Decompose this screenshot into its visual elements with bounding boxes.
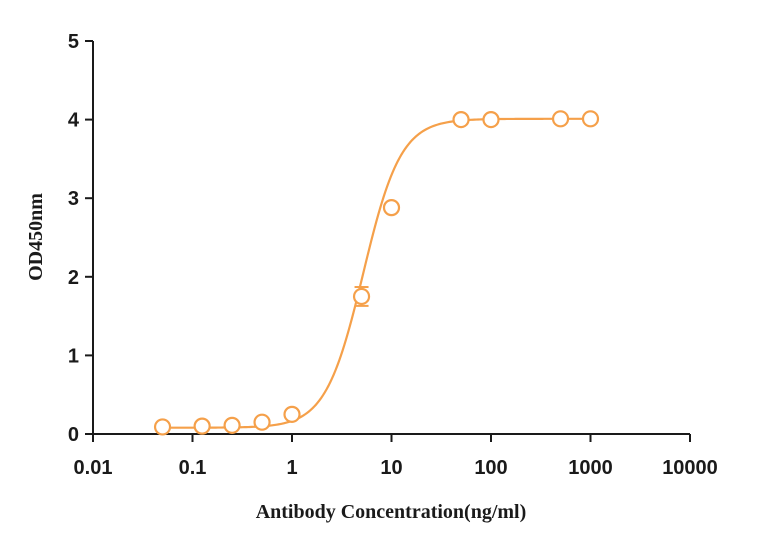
y-tick-label: 4 <box>68 110 80 132</box>
axes: 0 1 2 3 4 5 0.01 0.1 1 10 100 1000 10000 <box>68 31 718 479</box>
data-point <box>581 110 600 128</box>
data-point <box>153 418 172 436</box>
data-point <box>193 417 211 435</box>
x-tick-label: 100 <box>474 457 507 479</box>
x-axis-title: Antibody Concentration(ng/ml) <box>256 501 527 523</box>
x-tick-label: 1000 <box>568 457 613 479</box>
fit-curve <box>162 117 591 429</box>
plot-area <box>153 110 600 436</box>
y-tick-label: 3 <box>68 188 79 210</box>
data-point <box>452 110 470 129</box>
x-ticks: 0.01 0.1 1 10 100 1000 10000 <box>74 434 718 479</box>
x-tick-label: 10000 <box>662 457 718 479</box>
y-axis-title: OD450nm <box>25 193 47 281</box>
y-ticks: 0 1 2 3 4 5 <box>68 31 93 446</box>
y-tick-label: 0 <box>68 424 79 446</box>
x-tick-label: 10 <box>380 457 402 479</box>
data-point <box>551 110 570 128</box>
y-tick-label: 5 <box>68 31 79 53</box>
data-point <box>352 287 371 306</box>
data-point <box>382 199 401 217</box>
data-point <box>223 416 241 434</box>
y-tick-label: 2 <box>68 267 79 289</box>
x-tick-label: 0.01 <box>74 457 113 479</box>
data-point <box>482 110 500 129</box>
data-points <box>153 110 600 436</box>
data-point <box>253 413 271 431</box>
x-tick-label: 1 <box>286 457 297 479</box>
data-point <box>283 405 301 423</box>
x-tick-label: 0.1 <box>179 457 207 479</box>
y-tick-label: 1 <box>68 345 79 367</box>
